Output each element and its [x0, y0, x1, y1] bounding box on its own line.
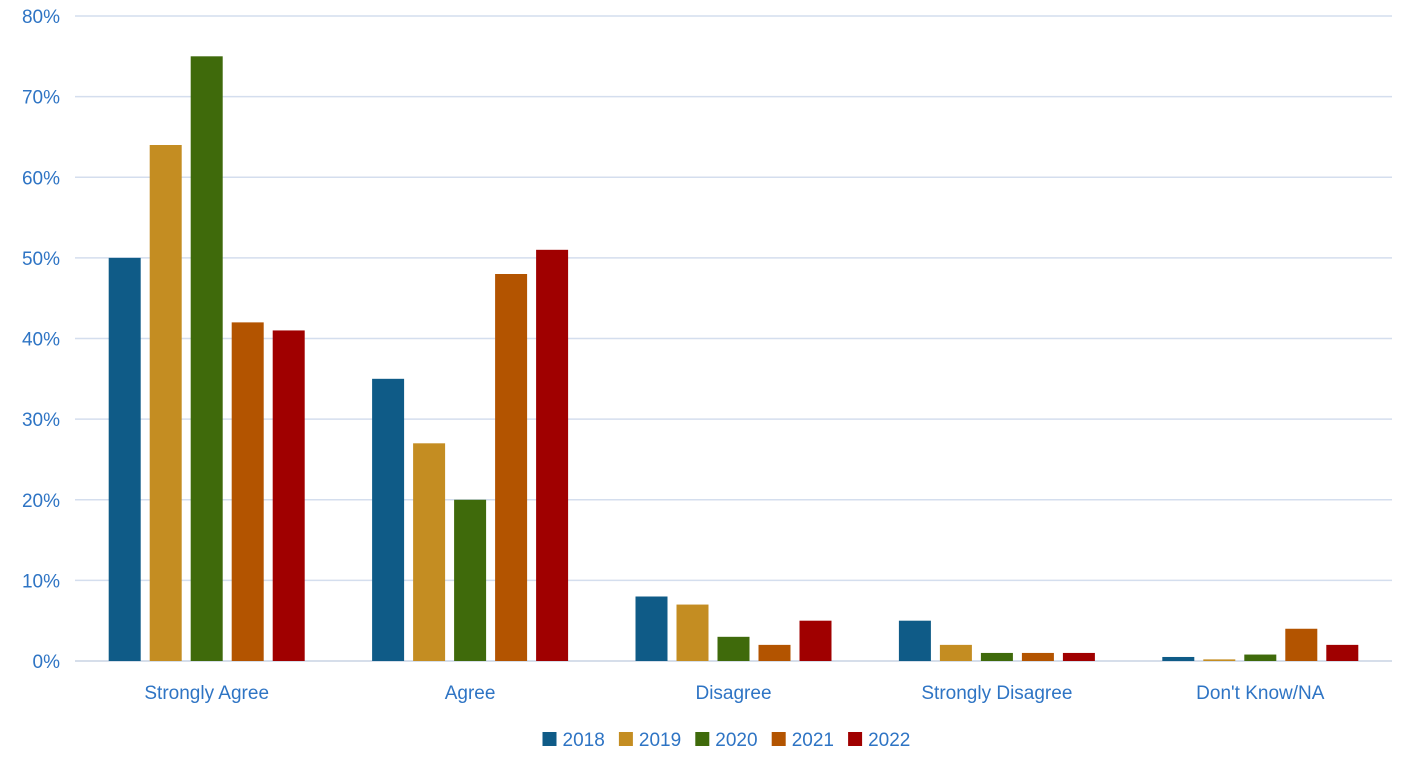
bar-2018-disagree — [635, 596, 668, 661]
y-tick-label: 70% — [22, 88, 60, 109]
bar-2019-strongly-agree — [149, 145, 182, 661]
bar-2018-strongly-agree — [108, 257, 141, 661]
bar-2019-disagree — [676, 604, 709, 661]
y-tick-label: 20% — [22, 491, 60, 512]
bar-2022-strongly-disagree — [1062, 652, 1095, 661]
bar-2018-don-t-know-na — [1162, 656, 1195, 661]
legend-label: 2019 — [639, 730, 681, 751]
x-category-label: Agree — [445, 683, 496, 704]
x-category-label: Disagree — [695, 683, 771, 704]
legend-swatch — [695, 732, 710, 746]
x-category-label: Strongly Disagree — [921, 683, 1072, 704]
bar-2022-don-t-know-na — [1326, 644, 1359, 661]
y-tick-label: 80% — [22, 7, 60, 28]
legend-item-2021: 2021 — [771, 730, 834, 751]
bar-2020-don-t-know-na — [1244, 654, 1277, 661]
legend-item-2022: 2022 — [848, 730, 910, 751]
bar-2018-strongly-disagree — [898, 620, 931, 661]
bar-2021-strongly-disagree — [1021, 652, 1054, 661]
legend-swatch — [542, 732, 557, 746]
x-axis-category-labels: Strongly Agree Agree Disagree Strongly Disa… — [144, 683, 1324, 704]
legend-label: 2021 — [792, 730, 834, 751]
legend-label: 2020 — [715, 730, 757, 751]
y-tick-label: 10% — [22, 571, 60, 592]
legend: 2018 2019 2020 2021 2022 — [542, 730, 910, 751]
legend-swatch — [771, 732, 786, 746]
bar-2021-agree — [495, 274, 528, 661]
x-category-label: Strongly Agree — [144, 683, 269, 704]
bar-2021-don-t-know-na — [1285, 628, 1318, 661]
bar-2021-disagree — [758, 644, 791, 661]
legend-label: 2018 — [563, 730, 605, 751]
bar-2020-strongly-agree — [190, 56, 223, 661]
bar-2020-disagree — [717, 636, 750, 661]
legend-swatch — [848, 732, 863, 746]
bar-2019-agree — [413, 443, 446, 661]
legend-label: 2022 — [868, 730, 910, 751]
legend-swatch — [618, 732, 633, 746]
gridlines — [75, 15, 1392, 662]
y-tick-label: 60% — [22, 168, 60, 189]
legend-item-2020: 2020 — [695, 730, 758, 751]
legend-item-2018: 2018 — [542, 730, 605, 751]
y-tick-label: 30% — [22, 410, 60, 431]
bar-2019-strongly-disagree — [939, 644, 972, 661]
x-category-label: Don't Know/NA — [1196, 683, 1325, 704]
y-tick-label: 50% — [22, 249, 60, 270]
bar-2020-agree — [454, 499, 487, 661]
bar-2018-agree — [372, 378, 405, 661]
bar-2020-strongly-disagree — [980, 652, 1013, 661]
bar-2022-strongly-agree — [272, 330, 305, 661]
bar-2022-agree — [536, 249, 569, 661]
bars — [108, 56, 1359, 661]
y-tick-label: 0% — [33, 652, 61, 673]
bar-2021-strongly-agree — [231, 322, 264, 661]
y-tick-label: 40% — [22, 330, 60, 351]
legend-item-2019: 2019 — [618, 730, 681, 751]
y-axis-tick-labels: 0% 10% 20% 30% 40% 50% 60% 70% 80% — [22, 7, 60, 673]
bar-2022-disagree — [799, 620, 832, 661]
bar-2019-don-t-know-na — [1203, 659, 1236, 661]
